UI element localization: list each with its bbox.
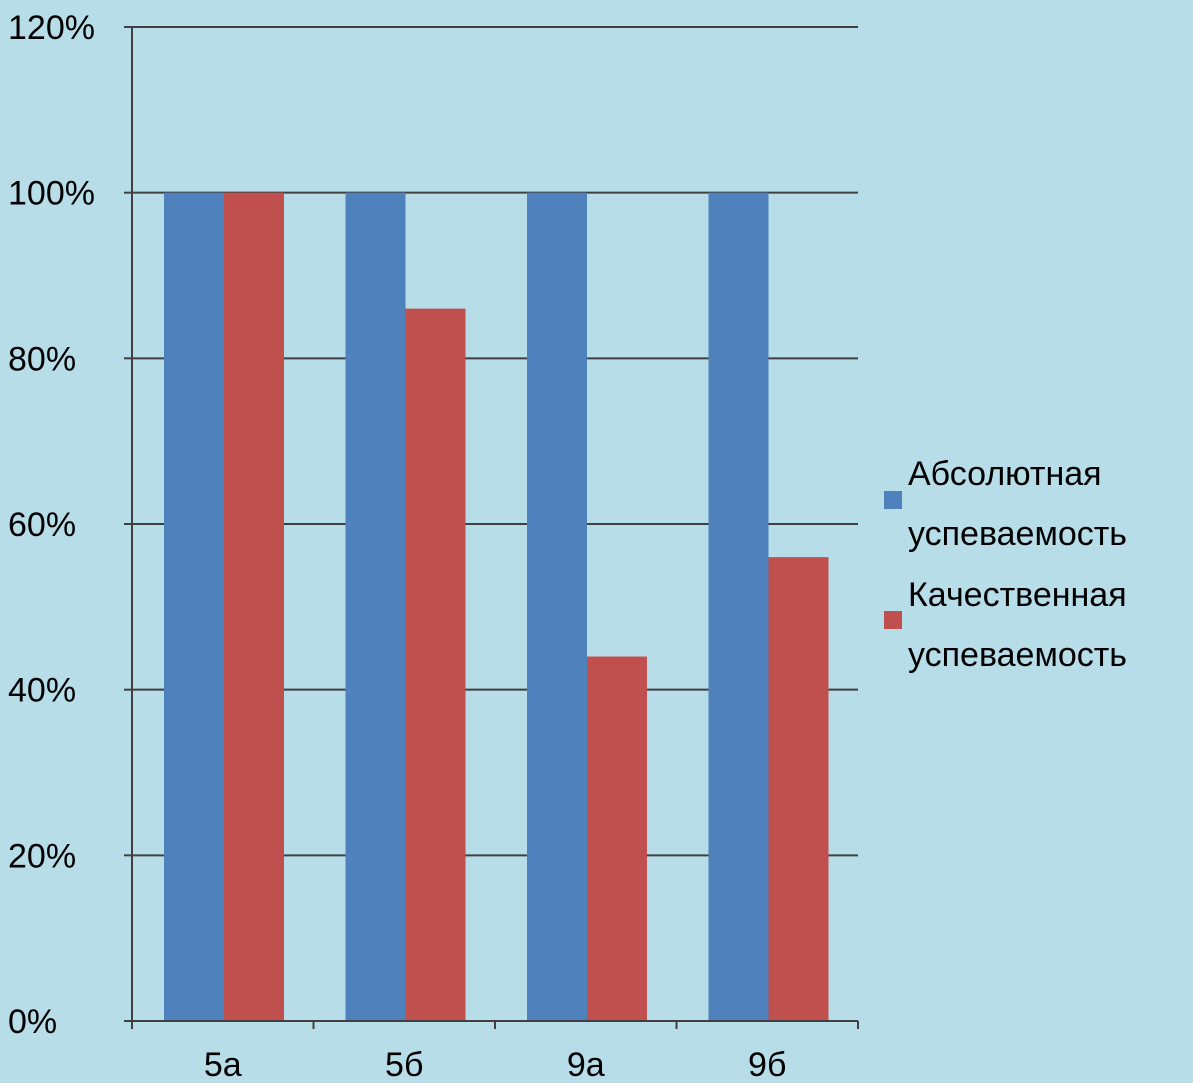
x-category-label: 9а: [567, 1046, 605, 1083]
bar-absolute-4: [708, 192, 769, 1021]
x-category-label: 9б: [748, 1046, 786, 1083]
y-tick-label: 100%: [8, 175, 95, 213]
bar-absolute-1: [164, 192, 224, 1021]
legend-label: Абсолютная: [908, 455, 1102, 493]
bar-quality-3: [587, 656, 647, 1021]
legend-swatch: [884, 611, 902, 629]
bar-quality-2: [405, 308, 466, 1022]
x-category-label: 5б: [385, 1046, 423, 1083]
legend-label: Качественная: [908, 576, 1127, 614]
x-category-label: 5а: [204, 1046, 242, 1083]
bars: [164, 192, 829, 1022]
axes: 0% 20% 40% 60% 80% 100% 120% 5а 5б 9а 9б: [8, 9, 859, 1083]
bar-absolute-2: [345, 192, 406, 1021]
bar-absolute-3: [527, 192, 587, 1021]
bar-quality-4: [768, 557, 829, 1021]
legend-swatch: [884, 491, 902, 509]
y-tick-label: 120%: [8, 9, 95, 47]
y-tick-label: 80%: [8, 340, 76, 378]
legend-label: успеваемость: [908, 636, 1127, 674]
y-tick-label: 0%: [8, 1003, 57, 1041]
y-tick-label: 40%: [8, 672, 76, 710]
bar-quality-1: [224, 192, 284, 1021]
legend: Абсолютная успеваемость Качественная успева…: [884, 455, 1127, 674]
y-tick-label: 60%: [8, 506, 76, 544]
y-tick-label: 20%: [8, 837, 76, 875]
legend-label: успеваемость: [908, 515, 1127, 553]
